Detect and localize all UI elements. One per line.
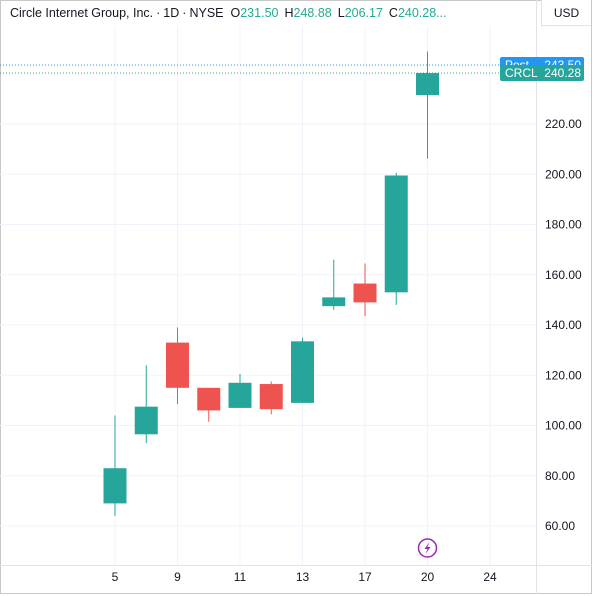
x-tick-label: 11 [234, 570, 247, 584]
candle-body [134, 406, 158, 435]
x-tick-label: 20 [421, 570, 435, 584]
x-axis[interactable]: 5 9 11 13 17 20 24 [112, 570, 497, 584]
high-label: H [284, 6, 294, 20]
candle-body [353, 283, 377, 303]
candle-body [384, 175, 408, 293]
high-value: 248.88 [293, 6, 332, 20]
symbol-title[interactable]: Circle Internet Group, Inc. [10, 6, 154, 20]
candle-body [103, 468, 127, 504]
lightning-icon [424, 542, 431, 554]
grid [0, 26, 536, 565]
price-lines [0, 64, 536, 74]
open-value: 231.50 [240, 6, 279, 20]
y-tick-label: 200.00 [545, 167, 582, 181]
candle [322, 259, 346, 310]
y-tick-label: 180.00 [545, 218, 582, 232]
x-tick-label: 9 [174, 570, 181, 584]
event-marker[interactable] [417, 538, 438, 558]
close-label: C [388, 6, 398, 20]
y-tick-label: 60.00 [545, 519, 575, 533]
last-price-badge-label: CRCL [505, 66, 538, 80]
y-tick-label: 100.00 [545, 419, 582, 433]
exchange-label: NYSE [189, 6, 224, 20]
y-axis[interactable]: 60.00 80.00 100.00 120.00 140.00 160.00 180.00… [545, 117, 582, 533]
candle [416, 51, 439, 159]
currency-button[interactable]: USD [541, 0, 591, 26]
y-tick-label: 120.00 [545, 368, 582, 382]
candle-body [291, 341, 314, 403]
candle [134, 365, 158, 444]
candle-body [259, 384, 283, 410]
y-tick-label: 140.00 [545, 318, 582, 332]
last-price-badge: CRCL 240.28 [500, 65, 584, 82]
x-tick-label: 5 [112, 570, 119, 584]
y-tick-label: 80.00 [545, 469, 575, 483]
candle [384, 172, 408, 305]
candle [228, 373, 252, 408]
separator-dot: · [182, 6, 187, 20]
close-value: 240.28... [397, 6, 447, 20]
low-value: 206.17 [344, 6, 383, 20]
low-label: L [337, 6, 345, 20]
x-tick-label: 17 [358, 570, 372, 584]
candle [103, 415, 127, 516]
candle-body [197, 387, 221, 411]
y-tick-label: 160.00 [545, 268, 582, 282]
candle-body [166, 342, 189, 388]
x-tick-label: 13 [296, 570, 310, 584]
interval-label[interactable]: 1D [163, 6, 180, 20]
y-tick-label: 220.00 [545, 117, 582, 131]
x-tick-label: 24 [483, 570, 497, 584]
candle [197, 387, 221, 422]
candle-body [416, 73, 439, 96]
separator-dot: · [156, 6, 161, 20]
open-label: O [230, 6, 241, 20]
candle [259, 381, 283, 415]
last-price-badge-value: 240.28 [544, 66, 581, 80]
candle [166, 327, 189, 405]
candles [103, 51, 439, 516]
symbol-header: Circle Internet Group, Inc. · 1D · NYSE … [10, 4, 453, 22]
candle [353, 263, 377, 317]
candle-body [228, 382, 252, 408]
last-price-badge-bg [500, 65, 584, 82]
candle [291, 337, 314, 403]
candle-body [322, 297, 346, 307]
